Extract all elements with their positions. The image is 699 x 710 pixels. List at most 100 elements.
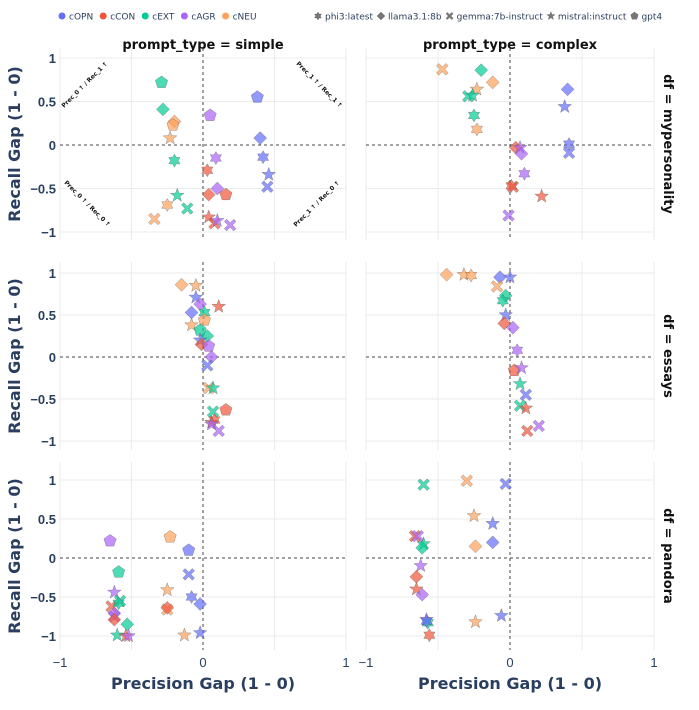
y-tick-label: 1	[49, 473, 56, 488]
point-cEXT-star	[465, 87, 481, 102]
point-cAGR-hexagram	[511, 343, 524, 358]
point-cCON-hexagram	[201, 163, 214, 178]
point-cOPN-diamond	[253, 131, 268, 145]
point-cNEU-star	[467, 614, 483, 629]
point-cNEU-star	[188, 277, 204, 292]
quadrant-annotation: Prec_1 ↑ / Rec_0 ↑	[292, 179, 341, 228]
row-title: df = essays	[660, 314, 675, 398]
x-tick-label: −1	[359, 655, 374, 670]
panel-pandora-complex: −1 0 1	[359, 462, 658, 670]
quadrant-annotation: Prec_0 ↑ / Rec_1 ↑	[60, 60, 109, 109]
point-cAGR-hexagram	[518, 166, 531, 181]
point-cAGR-star	[209, 212, 225, 228]
row-title: df = mypersonality	[660, 74, 675, 214]
point-cNEU-x	[436, 63, 449, 76]
legend-symbol-pentagon-icon	[630, 11, 639, 20]
legend-item-cOPN: cOPN	[58, 12, 93, 23]
panel-pandora-simple: 1 0.5 0 −0.5 −1 −1 0 1	[30, 462, 350, 670]
x-tick-label: 1	[650, 655, 657, 670]
point-cCON-hexagram	[423, 628, 436, 643]
legend-item-mistral:instruct: mistral:instruct	[546, 10, 627, 23]
point-cNEU-star	[466, 507, 482, 523]
point-cOPN-diamond	[184, 305, 199, 320]
legend-label: cAGR	[191, 13, 215, 23]
point-cNEU-hexagram	[470, 122, 483, 137]
legend-label: llama3.1:8b	[388, 13, 442, 23]
point-cEXT-hexagram	[168, 153, 181, 168]
legend-marker	[99, 12, 107, 20]
point-cNEU-diamond	[468, 539, 483, 554]
y-tick-label: −0.5	[30, 392, 56, 407]
point-cEXT-x	[181, 202, 194, 215]
y-axis-title: Recall Gap (1 - 0)	[5, 66, 24, 222]
point-cOPN-star	[188, 289, 204, 304]
point-cAGR-pentagon	[202, 339, 216, 352]
y-tick-label: −1	[41, 434, 56, 449]
y-tick-label: −1	[41, 225, 56, 240]
x-axis-title: Precision Gap (1 - 0)	[418, 674, 602, 693]
legend-marker	[222, 12, 230, 20]
point-cCON-hexagram	[505, 178, 518, 193]
legend-label: gemma:7b-instruct	[457, 13, 544, 23]
point-cAGR-star	[514, 360, 530, 375]
y-axis-title: Recall Gap (1 - 0)	[5, 278, 24, 434]
point-cNEU-star	[184, 317, 200, 332]
legend-label: gpt4	[641, 13, 662, 23]
point-cAGR-star	[413, 557, 429, 573]
legend-label: cNEU	[233, 13, 257, 23]
point-cNEU-diamond	[485, 75, 500, 90]
legend: cOPN cCON cEXT cAGR cNEU phi3:latest llama3.1:…	[58, 10, 662, 23]
point-cEXT-star	[512, 375, 528, 391]
point-cCON-star	[408, 581, 424, 596]
legend-label: cEXT	[152, 13, 175, 23]
point-cEXT-diamond	[120, 617, 135, 632]
legend-label: phi3:latest	[325, 13, 373, 23]
point-cCON-diamond	[201, 187, 216, 202]
point-cCON-star	[534, 188, 550, 203]
point-cAGR-x	[212, 424, 225, 438]
point-cAGR-pentagon	[103, 534, 117, 547]
point-cNEU-pentagon	[197, 313, 211, 326]
x-tick-label: 0	[506, 655, 513, 670]
point-cCON-star	[518, 400, 534, 415]
point-cAGR-diamond	[506, 320, 520, 335]
point-cEXT-x	[206, 405, 220, 418]
legend-item-cAGR: cAGR	[180, 12, 216, 23]
point-cOPN-star	[502, 269, 518, 284]
point-cCON-pentagon	[219, 187, 233, 201]
panel-essays-simple: 1 0.5 0 −0.5 −1	[30, 262, 347, 450]
point-cOPN-star	[498, 307, 514, 322]
legend-marker	[58, 12, 66, 20]
y-tick-label: 0	[49, 350, 56, 365]
panel-essays-complex	[365, 262, 655, 450]
point-cOPN-pentagon	[182, 543, 196, 556]
point-cOPN-star	[485, 515, 501, 531]
y-tick-label: 0.5	[38, 308, 56, 323]
legend-item-llama3.1:8b: llama3.1:8b	[376, 11, 442, 23]
legend-marker	[180, 12, 188, 20]
row-title: df = pandora	[660, 508, 675, 604]
legend-item-phi3:latest: phi3:latest	[314, 11, 373, 23]
legend-item-cCON: cCON	[99, 12, 135, 23]
x-tick-label: 0	[199, 655, 206, 670]
point-cOPN-diamond	[193, 597, 207, 611]
x-axis-title: Precision Gap (1 - 0)	[111, 674, 295, 693]
quadrant-annotation: Prec_1 ↑ / Rec_1 ↑	[295, 60, 344, 109]
panel-mypersonality-simple: 1 0.5 0 −0.5 −1 Prec_0 ↑ / Rec_1 ↑ Prec_1 ↑ / …	[30, 48, 347, 240]
point-cNEU-star	[469, 81, 485, 96]
point-cAGR-x	[532, 419, 546, 433]
point-cNEU-pentagon	[163, 530, 177, 543]
point-cOPN-x	[182, 568, 195, 581]
point-cNEU-pentagon	[166, 118, 180, 131]
point-cEXT-pentagon	[112, 565, 126, 578]
point-cNEU-diamond	[439, 267, 454, 282]
y-tick-label: 0	[49, 551, 56, 566]
legend-label: cOPN	[69, 13, 93, 23]
y-tick-label: −0.5	[30, 590, 56, 605]
point-cCON-pentagon	[219, 403, 233, 416]
point-cCON-diamond	[160, 601, 175, 615]
point-cCON-diamond	[107, 612, 122, 627]
point-cEXT-x	[417, 478, 430, 491]
y-tick-label: 1	[49, 266, 56, 281]
